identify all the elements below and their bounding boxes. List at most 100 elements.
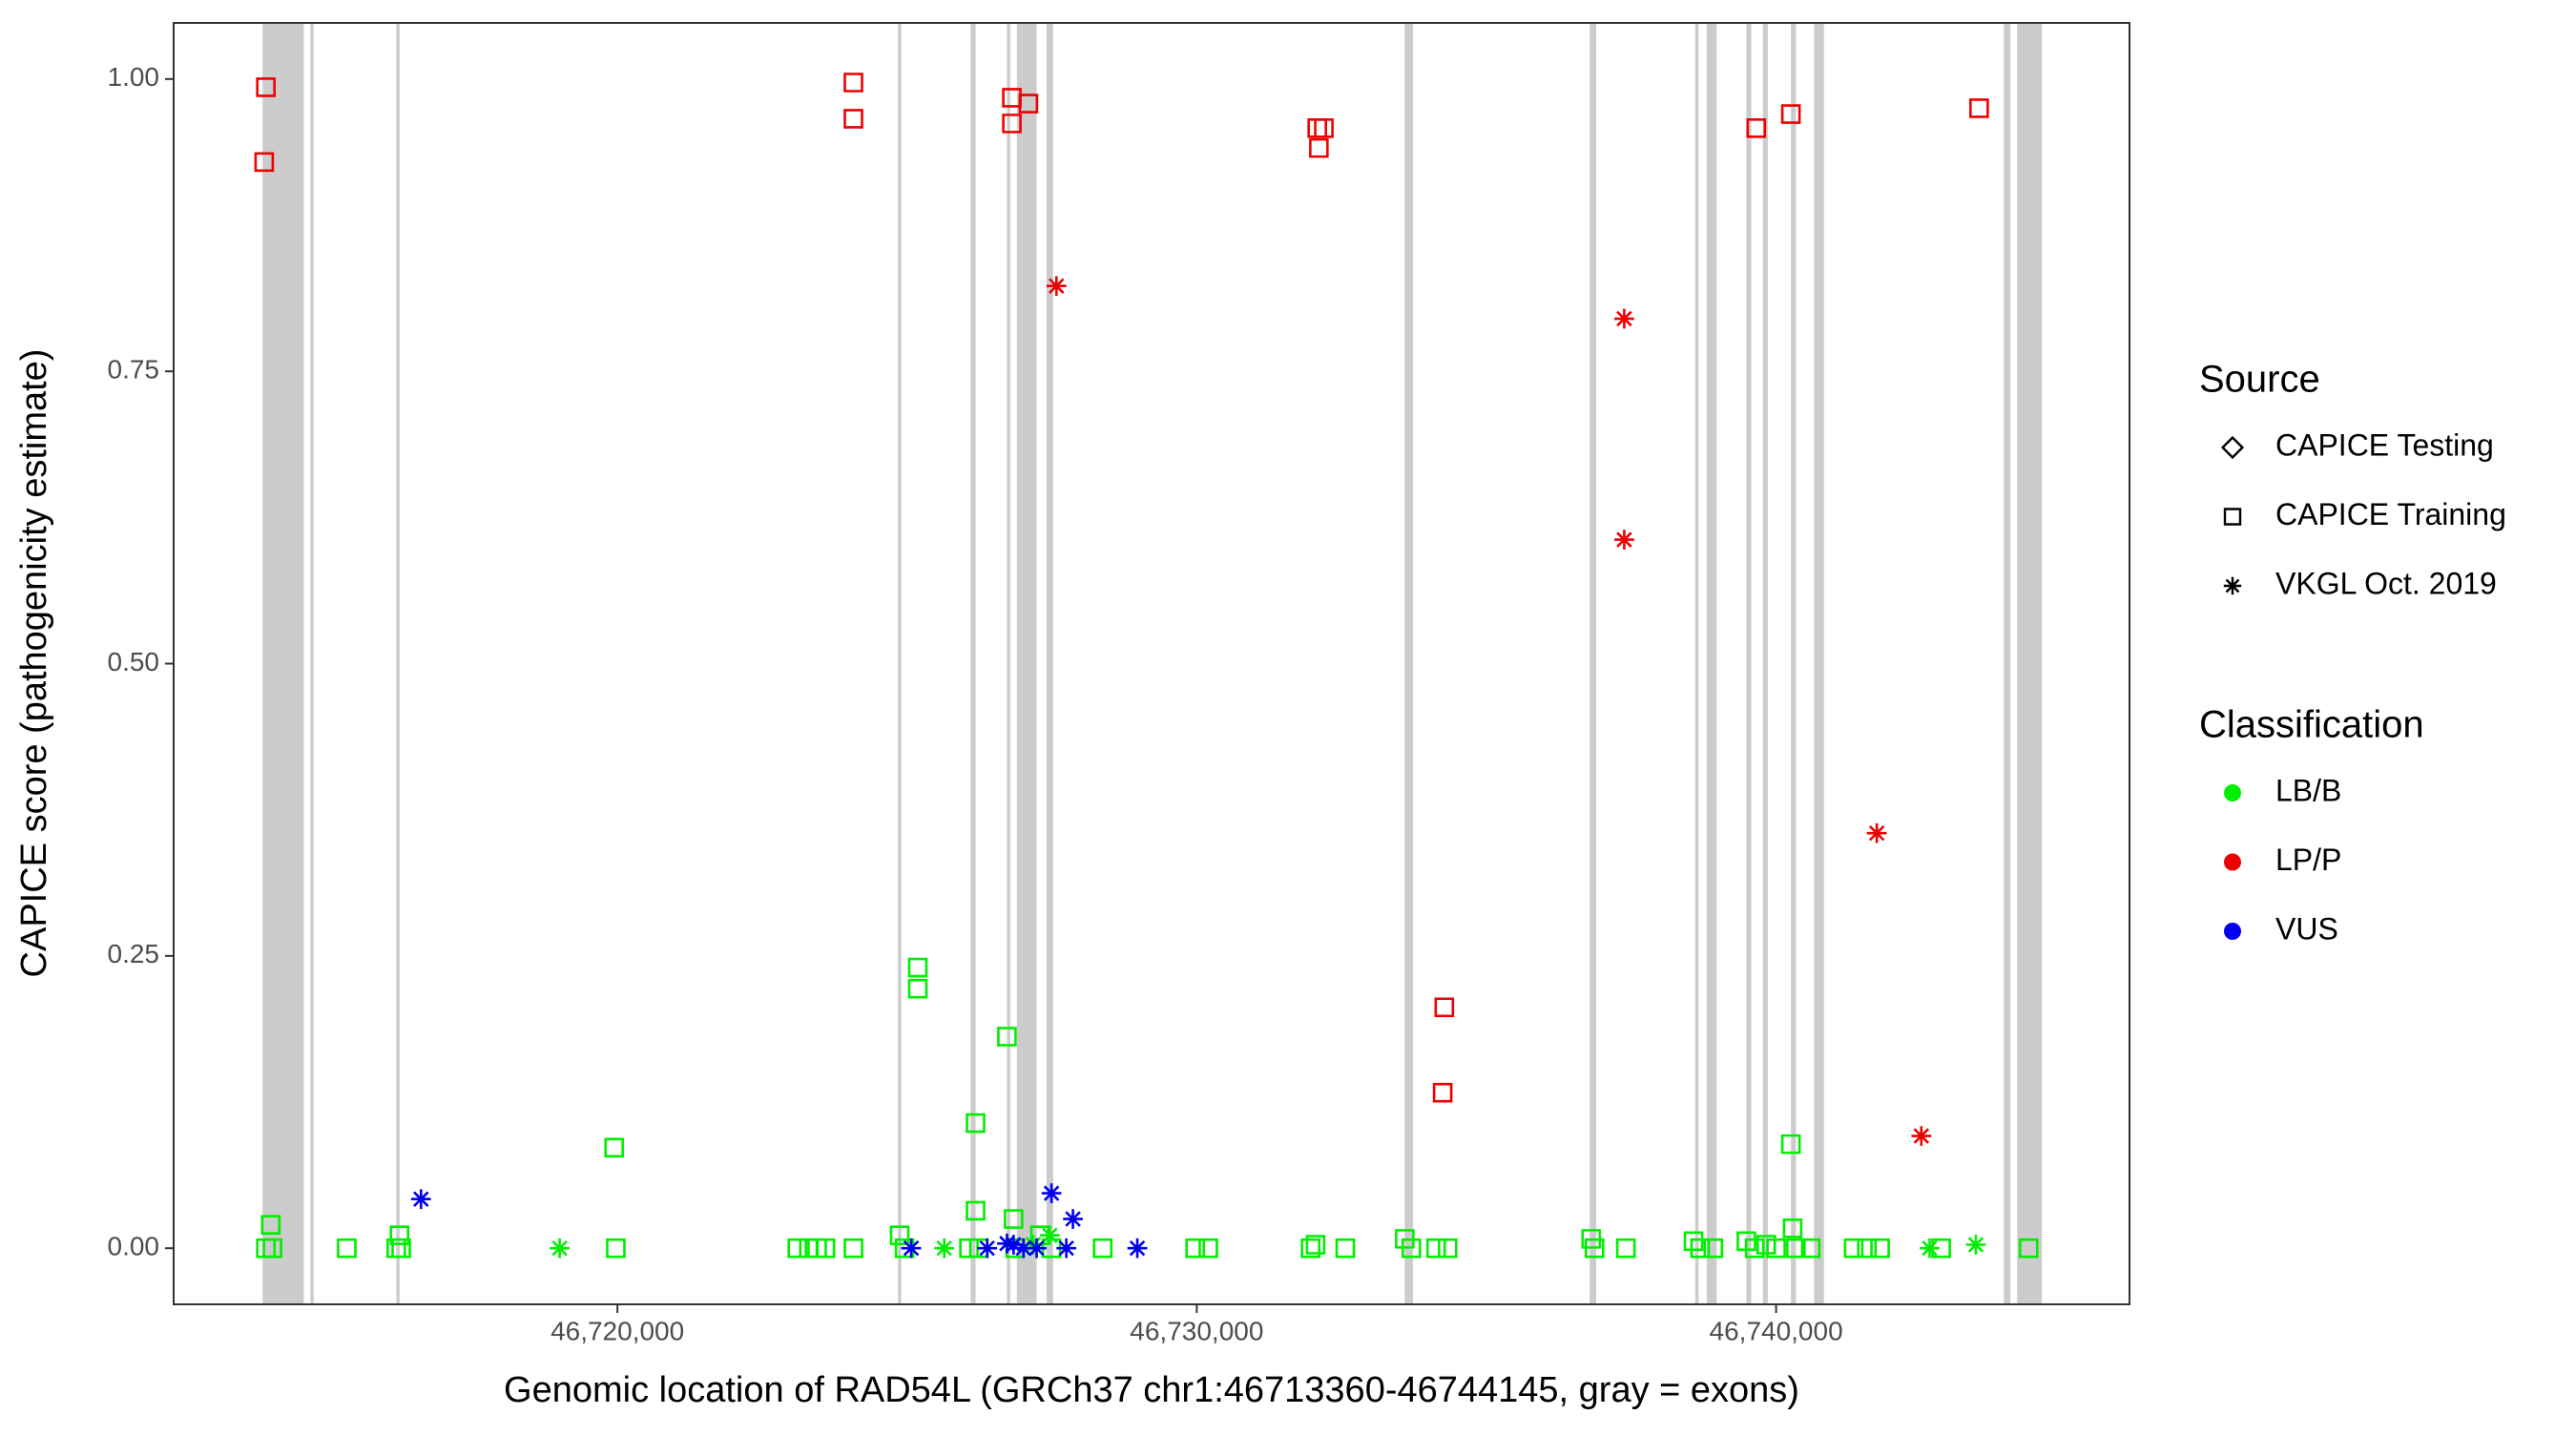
point xyxy=(1766,1238,1786,1259)
point xyxy=(966,1113,986,1134)
legend-label: CAPICE Testing xyxy=(2275,427,2494,462)
point xyxy=(262,1238,282,1259)
point xyxy=(1703,1238,1724,1259)
point xyxy=(1309,137,1329,158)
point xyxy=(1965,1235,1986,1255)
point xyxy=(1581,1229,1602,1249)
point xyxy=(606,1238,626,1259)
legend-title: Classification xyxy=(2199,704,2424,746)
legend-symbol xyxy=(2220,435,2245,460)
point xyxy=(1434,997,1455,1018)
point xyxy=(1615,1238,1636,1259)
exon-band xyxy=(1589,23,1597,1304)
point xyxy=(934,1238,955,1259)
point xyxy=(550,1238,570,1259)
point xyxy=(1614,308,1634,329)
point xyxy=(337,1238,357,1259)
y-tick-label: 0.50 xyxy=(108,647,160,676)
legend-label: LB/B xyxy=(2275,773,2341,807)
exon-band xyxy=(2004,23,2011,1304)
point xyxy=(1683,1231,1704,1252)
point xyxy=(1046,276,1067,297)
legend-title: Source xyxy=(2199,359,2320,401)
point xyxy=(1911,1126,1932,1146)
point xyxy=(254,152,275,173)
point xyxy=(1782,1218,1803,1238)
y-tick-label: 0.00 xyxy=(108,1232,160,1261)
exon-band xyxy=(396,23,400,1304)
exon-band xyxy=(1046,23,1053,1304)
y-tick-label: 1.00 xyxy=(108,62,160,92)
x-tick-label: 46,740,000 xyxy=(1710,1316,1843,1345)
x-tick-label: 46,720,000 xyxy=(551,1316,684,1345)
point xyxy=(1056,1238,1077,1259)
point xyxy=(843,73,863,93)
point xyxy=(1870,1238,1890,1259)
exon-band xyxy=(1694,23,1699,1304)
point xyxy=(1314,117,1334,138)
legend-label: CAPICE Training xyxy=(2275,497,2506,531)
point xyxy=(1305,1235,1326,1255)
point xyxy=(1614,530,1634,550)
point xyxy=(410,1189,431,1210)
point xyxy=(1780,1134,1801,1155)
legend-symbol xyxy=(2223,508,2242,526)
point xyxy=(1041,1183,1062,1203)
points xyxy=(254,73,2039,1259)
point xyxy=(1004,1209,1024,1229)
exon-band xyxy=(1016,23,1037,1304)
point xyxy=(389,1225,410,1245)
y-axis-title: CAPICE score (pathogenicity estimate) xyxy=(14,349,54,978)
point xyxy=(1780,104,1801,124)
point xyxy=(1185,1238,1205,1259)
point xyxy=(256,77,276,97)
point xyxy=(1969,98,1989,118)
point xyxy=(787,1238,807,1259)
point xyxy=(1127,1238,1148,1259)
exon-band xyxy=(1814,23,1824,1304)
point xyxy=(1029,1225,1050,1245)
point xyxy=(894,1238,915,1259)
exon-band xyxy=(898,23,902,1304)
exon-band xyxy=(2017,23,2043,1304)
x-axis-title: Genomic location of RAD54L (GRCh37 chr1:… xyxy=(504,1370,1799,1410)
point xyxy=(1300,1238,1321,1259)
point xyxy=(1800,1238,1821,1259)
point xyxy=(1004,1235,1024,1255)
legend-symbol xyxy=(2224,853,2241,871)
point xyxy=(977,1238,998,1259)
point xyxy=(907,978,928,999)
point xyxy=(997,1027,1017,1047)
point xyxy=(1002,114,1022,134)
point xyxy=(1425,1238,1446,1259)
point xyxy=(1866,822,1887,843)
point xyxy=(2018,1238,2039,1259)
point xyxy=(1437,1238,1458,1259)
x-tick-label: 46,730,000 xyxy=(1130,1316,1263,1345)
point xyxy=(1736,1231,1756,1252)
exon-band xyxy=(1791,23,1797,1304)
point xyxy=(1755,1235,1776,1255)
legend-symbol xyxy=(2223,576,2242,595)
point xyxy=(843,109,863,129)
point xyxy=(1335,1238,1356,1259)
point xyxy=(1857,1238,1878,1259)
y-tick-label: 0.25 xyxy=(108,939,160,968)
legend-label: LP/P xyxy=(2275,843,2341,877)
legend-symbol xyxy=(2224,923,2241,940)
exon-band xyxy=(1404,23,1413,1304)
exon-band xyxy=(970,23,976,1304)
point xyxy=(843,1238,863,1259)
point xyxy=(815,1238,836,1259)
point xyxy=(1920,1238,1940,1259)
point xyxy=(1198,1238,1218,1259)
legend-symbol xyxy=(2224,784,2241,801)
point xyxy=(391,1238,411,1259)
point xyxy=(260,1215,281,1235)
exon-band xyxy=(262,23,304,1304)
plot-frame xyxy=(173,22,2130,1305)
point xyxy=(1746,117,1767,138)
point xyxy=(1690,1238,1711,1259)
